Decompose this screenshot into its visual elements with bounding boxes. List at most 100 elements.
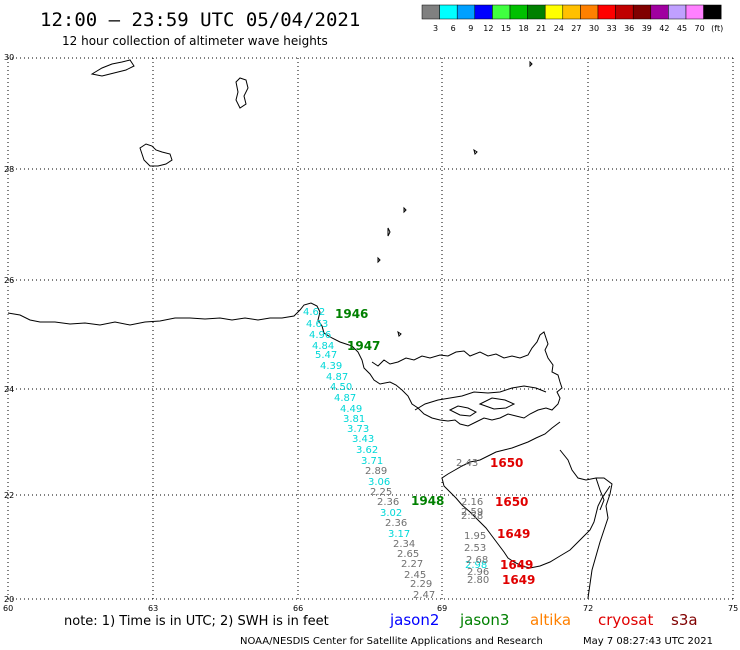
legend-label: 24	[554, 24, 564, 33]
rann-lake	[448, 405, 477, 417]
lon-label-60: 60	[3, 604, 13, 613]
latitude-labels: 30 28 26 24 22 20	[4, 53, 14, 604]
credit-line: NOAA/NESDIS Center for Satellite Applica…	[240, 636, 543, 647]
legend-swatch-16	[703, 4, 722, 20]
legend-swatch-14	[668, 4, 687, 20]
swh-gray-value: 2.65	[397, 549, 419, 560]
lat-label-28: 28	[4, 165, 14, 174]
swh-gray-value: 2.43	[456, 458, 478, 469]
legend-label: 3	[433, 24, 438, 33]
swh-cyan-value: 3.17	[388, 529, 410, 540]
coastline-main	[7, 302, 563, 427]
legend-label: 6	[451, 24, 456, 33]
island-tiny-5	[397, 330, 402, 337]
legend-swatch-3	[474, 4, 493, 20]
lat-label-20: 20	[4, 595, 14, 604]
swh-gray-value: 2.34	[393, 539, 415, 550]
swh-gray-value: 2.68	[466, 555, 488, 566]
pass-number-label: 1650	[495, 495, 528, 509]
swh-gray-value: 2.25	[370, 487, 392, 498]
lon-label-66: 66	[293, 604, 303, 613]
swh-cyan-value: 3.73	[347, 424, 369, 435]
swh-cyan-value: 4.62	[303, 307, 325, 318]
swh-cyan-value: 4.96	[309, 330, 331, 341]
legend-label: 39	[642, 24, 652, 33]
longitude-labels: 60 63 66 69 72 75	[3, 604, 738, 613]
lat-label-24: 24	[4, 385, 14, 394]
map-title: 12:00 – 23:59 UTC 05/04/2021	[40, 9, 360, 31]
legend-label: 18	[519, 24, 529, 33]
island-tiny-2	[403, 206, 407, 214]
legend-swatch-11	[615, 4, 634, 20]
footer-note: note: 1) Time is in UTC; 2) SWH is in fe…	[64, 614, 329, 629]
lat-label-22: 22	[4, 491, 14, 500]
swh-gray-value: 2.89	[365, 466, 387, 477]
swh-gray-value: 2.53	[464, 543, 486, 554]
pass-number-label: 1946	[335, 307, 368, 321]
island-west-1	[139, 143, 173, 167]
timestamp: May 7 08:27:43 UTC 2021	[583, 636, 713, 647]
pass-number-label: 1649	[497, 527, 530, 541]
legend-swatch-6	[527, 4, 546, 20]
swh-cyan-value: 4.39	[320, 361, 342, 372]
legend-swatch-7	[544, 4, 564, 20]
lon-label-69: 69	[437, 604, 447, 613]
legend-swatch-13	[650, 4, 669, 20]
graticule	[7, 57, 734, 600]
altimeter-tracks: 4.624.634.964.845.474.394.874.504.874.49…	[303, 307, 535, 601]
swh-gray-value: 2.80	[467, 575, 489, 586]
legend-swatch-0	[421, 4, 440, 20]
legend-label: 12	[483, 24, 493, 33]
swh-cyan-value: 3.06	[368, 477, 390, 488]
lon-label-75: 75	[728, 604, 738, 613]
swh-cyan-value: 3.62	[356, 445, 378, 456]
legend-swatch-9	[580, 4, 599, 20]
swh-cyan-value: 4.87	[334, 393, 356, 404]
swh-cyan-value: 2.98	[465, 560, 487, 571]
khambhat-inlet	[595, 477, 605, 511]
swh-cyan-value: 4.84	[312, 341, 334, 352]
satellite-altika: altika	[530, 611, 571, 629]
swh-gray-value: 2.96	[467, 567, 489, 578]
swh-gray-value: 1.95	[464, 531, 486, 542]
legend-label: 21	[536, 24, 546, 33]
swh-cyan-value: 5.47	[315, 350, 337, 361]
lat-label-30: 30	[4, 53, 14, 62]
swh-cyan-value: 4.63	[306, 319, 328, 330]
swh-gray-value: 2.16	[461, 497, 483, 508]
legend-swatch-2	[456, 4, 476, 20]
pass-number-label: 1947	[347, 339, 380, 353]
satellite-s3a: s3a	[671, 611, 698, 629]
swh-gray-value: 2.58	[461, 511, 483, 522]
khambhat-coast	[559, 449, 613, 599]
pass-number-label: 1649	[500, 558, 533, 572]
lon-label-63: 63	[148, 604, 158, 613]
swh-gray-value: 2.47	[413, 590, 435, 601]
legend-label: 27	[571, 24, 581, 33]
legend-label: 15	[501, 24, 511, 33]
legend-label: 45	[677, 24, 687, 33]
legend-swatch-8	[562, 4, 581, 20]
lat-label-26: 26	[4, 276, 14, 285]
pass-number-label: 1650	[490, 456, 523, 470]
legend-label: 33	[607, 24, 617, 33]
rann-lake-east	[478, 397, 516, 410]
legend-swatch-10	[597, 4, 616, 20]
island-north-1	[90, 59, 135, 77]
island-north-2	[235, 77, 249, 109]
swh-cyan-value: 3.81	[343, 414, 365, 425]
satellite-jason2: jason2	[389, 611, 439, 629]
satellite-legend: jason2 jason3 altika cryosat s3a	[389, 611, 698, 629]
legend-label: (ft)	[711, 24, 723, 33]
swh-gray-value: 2.36	[385, 518, 407, 529]
legend-label: 42	[659, 24, 669, 33]
swh-cyan-value: 4.49	[340, 404, 362, 415]
legend-label: 36	[624, 24, 634, 33]
pass-number-label: 1948	[411, 494, 444, 508]
legend-label: 30	[589, 24, 599, 33]
lon-label-72: 72	[583, 604, 593, 613]
swh-cyan-value: 3.43	[352, 434, 374, 445]
pass-number-label: 1649	[502, 573, 535, 587]
swh-gray-value: 2.45	[404, 570, 426, 581]
